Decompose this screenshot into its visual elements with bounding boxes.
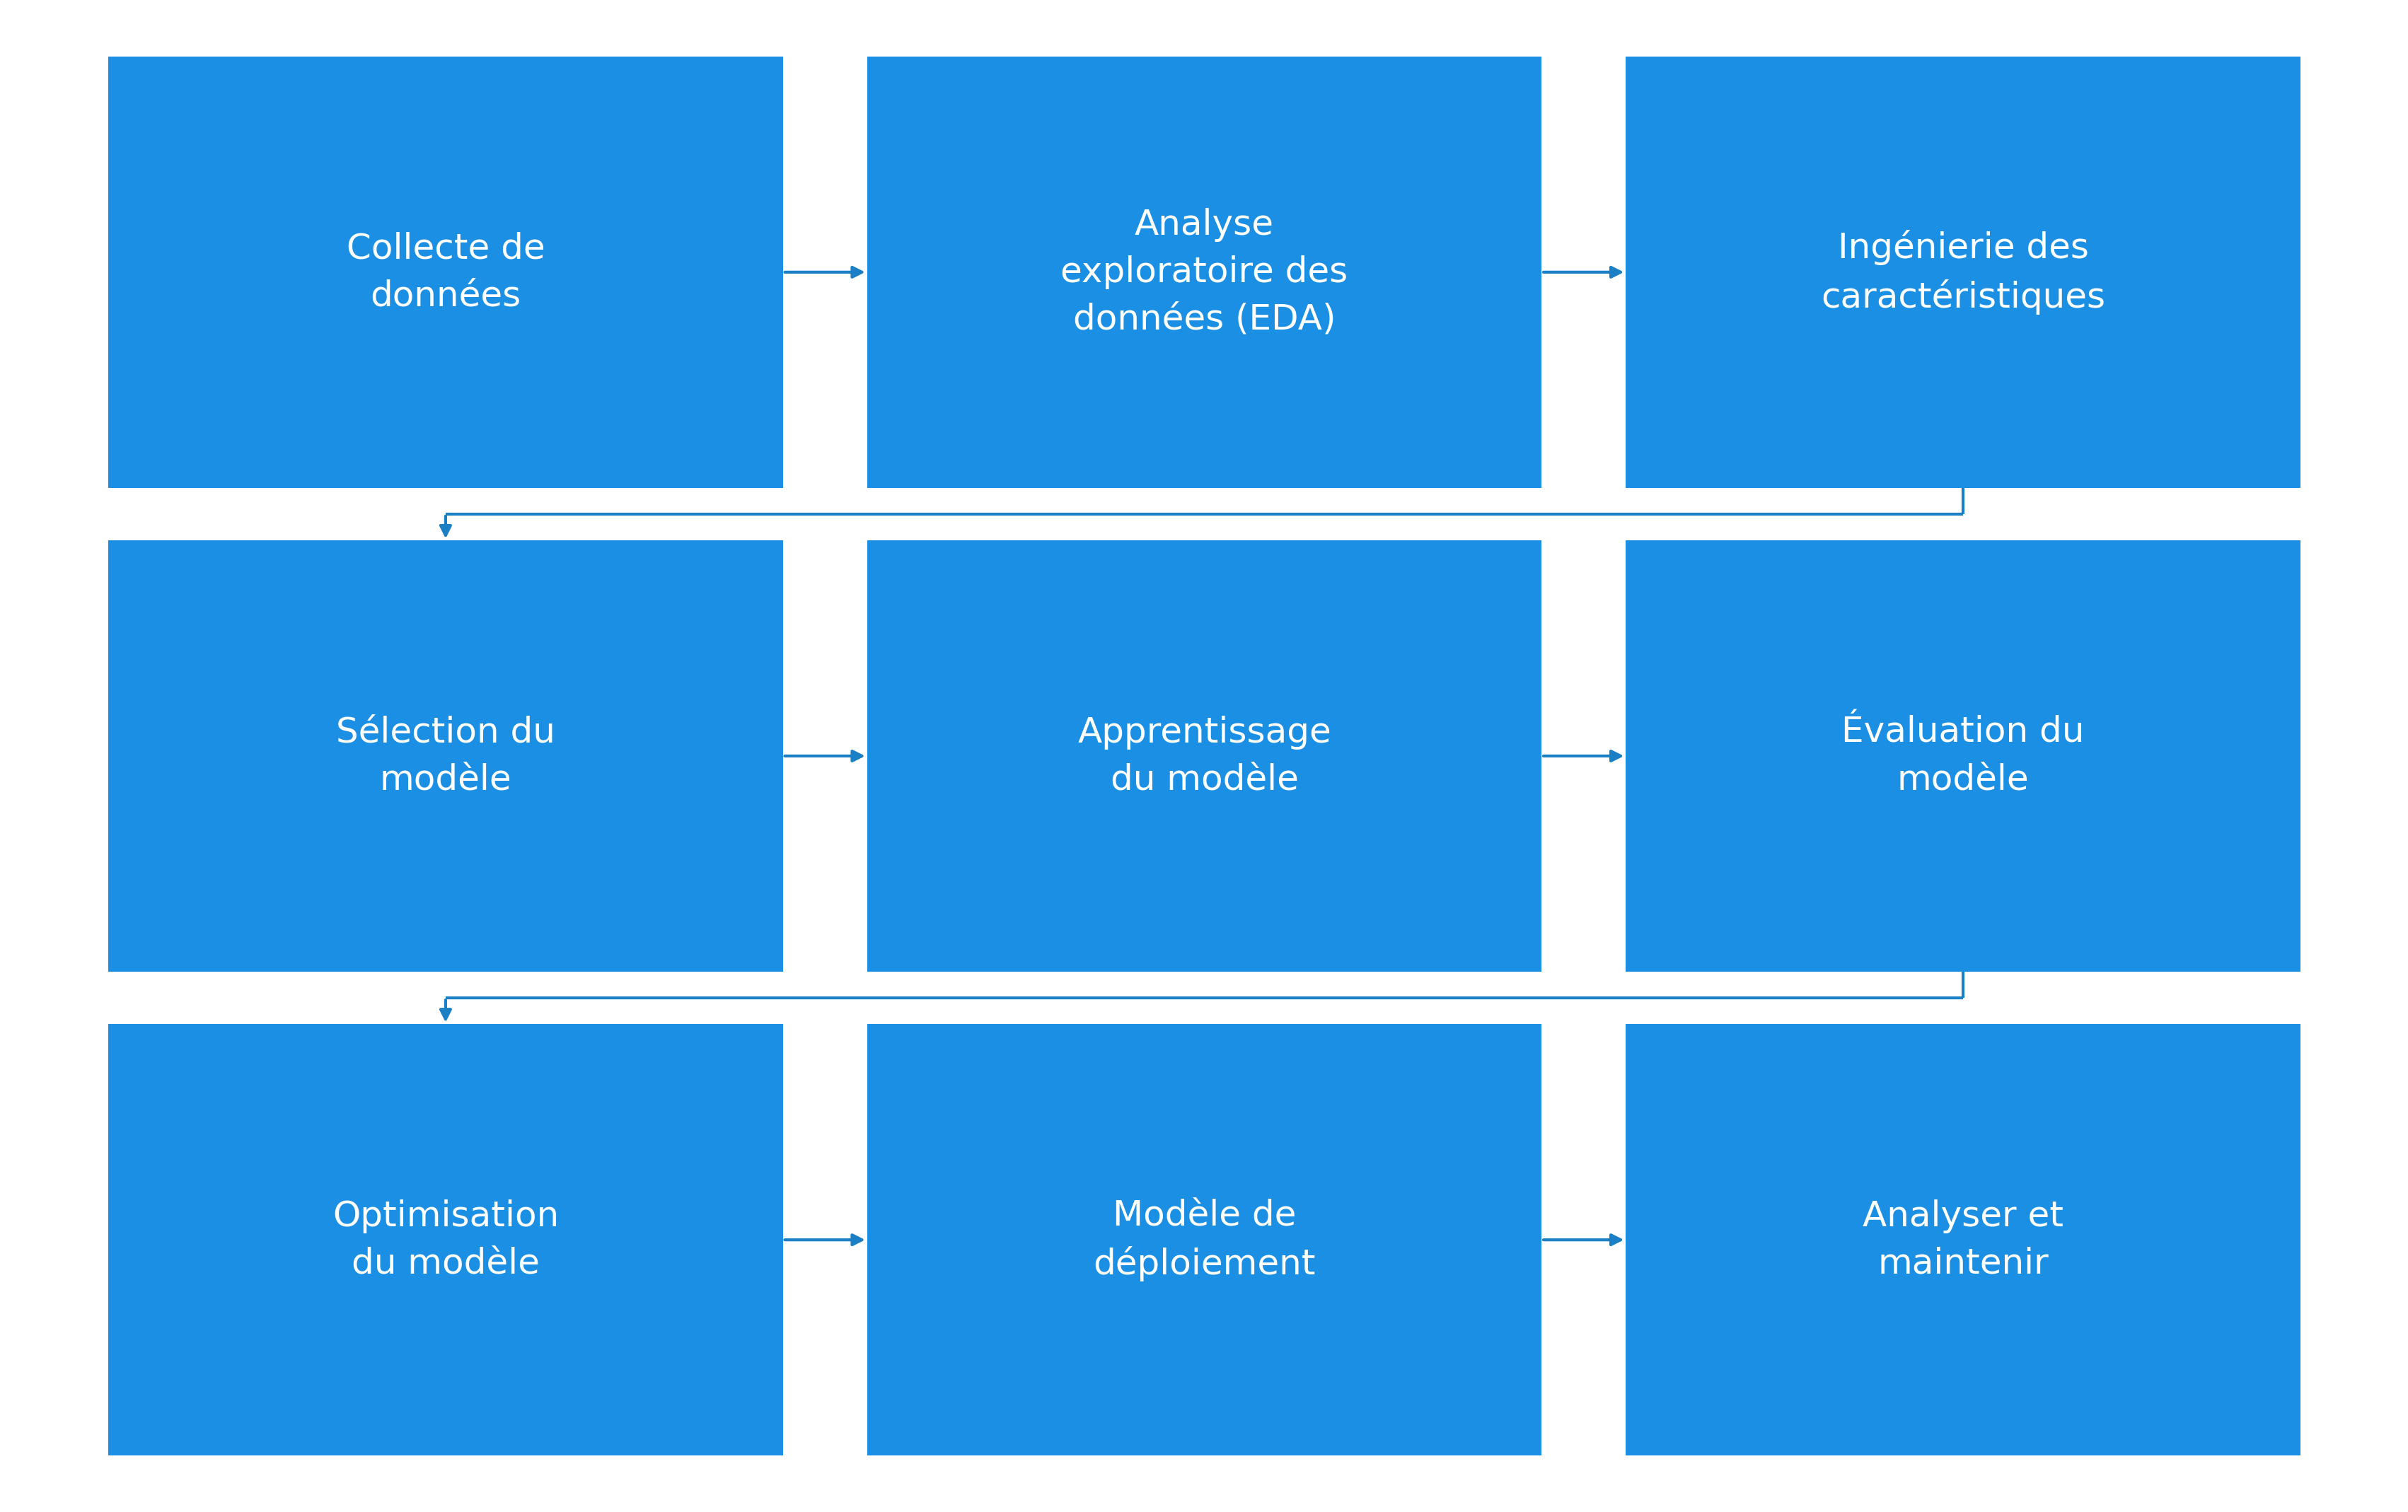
FancyBboxPatch shape (867, 540, 1541, 971)
FancyBboxPatch shape (1625, 1025, 2300, 1455)
Text: Optimisation
du modèle: Optimisation du modèle (332, 1199, 559, 1281)
Text: Collecte de
données: Collecte de données (347, 231, 544, 313)
Text: Modèle de
déploiement: Modèle de déploiement (1093, 1198, 1315, 1282)
FancyBboxPatch shape (867, 57, 1541, 487)
Text: Analyse
exploratoire des
données (EDA): Analyse exploratoire des données (EDA) (1060, 207, 1348, 337)
FancyBboxPatch shape (1625, 540, 2300, 971)
FancyBboxPatch shape (108, 1025, 783, 1455)
FancyBboxPatch shape (867, 1025, 1541, 1455)
Text: Sélection du
modèle: Sélection du modèle (335, 715, 556, 797)
FancyBboxPatch shape (1625, 57, 2300, 487)
Text: Ingénierie des
caractéristiques: Ingénierie des caractéristiques (1820, 230, 2105, 314)
Text: Analyser et
maintenir: Analyser et maintenir (1861, 1199, 2064, 1281)
Text: Évaluation du
modèle: Évaluation du modèle (1842, 715, 2083, 797)
FancyBboxPatch shape (108, 540, 783, 971)
FancyBboxPatch shape (108, 57, 783, 487)
Text: Apprentissage
du modèle: Apprentissage du modèle (1076, 715, 1332, 797)
